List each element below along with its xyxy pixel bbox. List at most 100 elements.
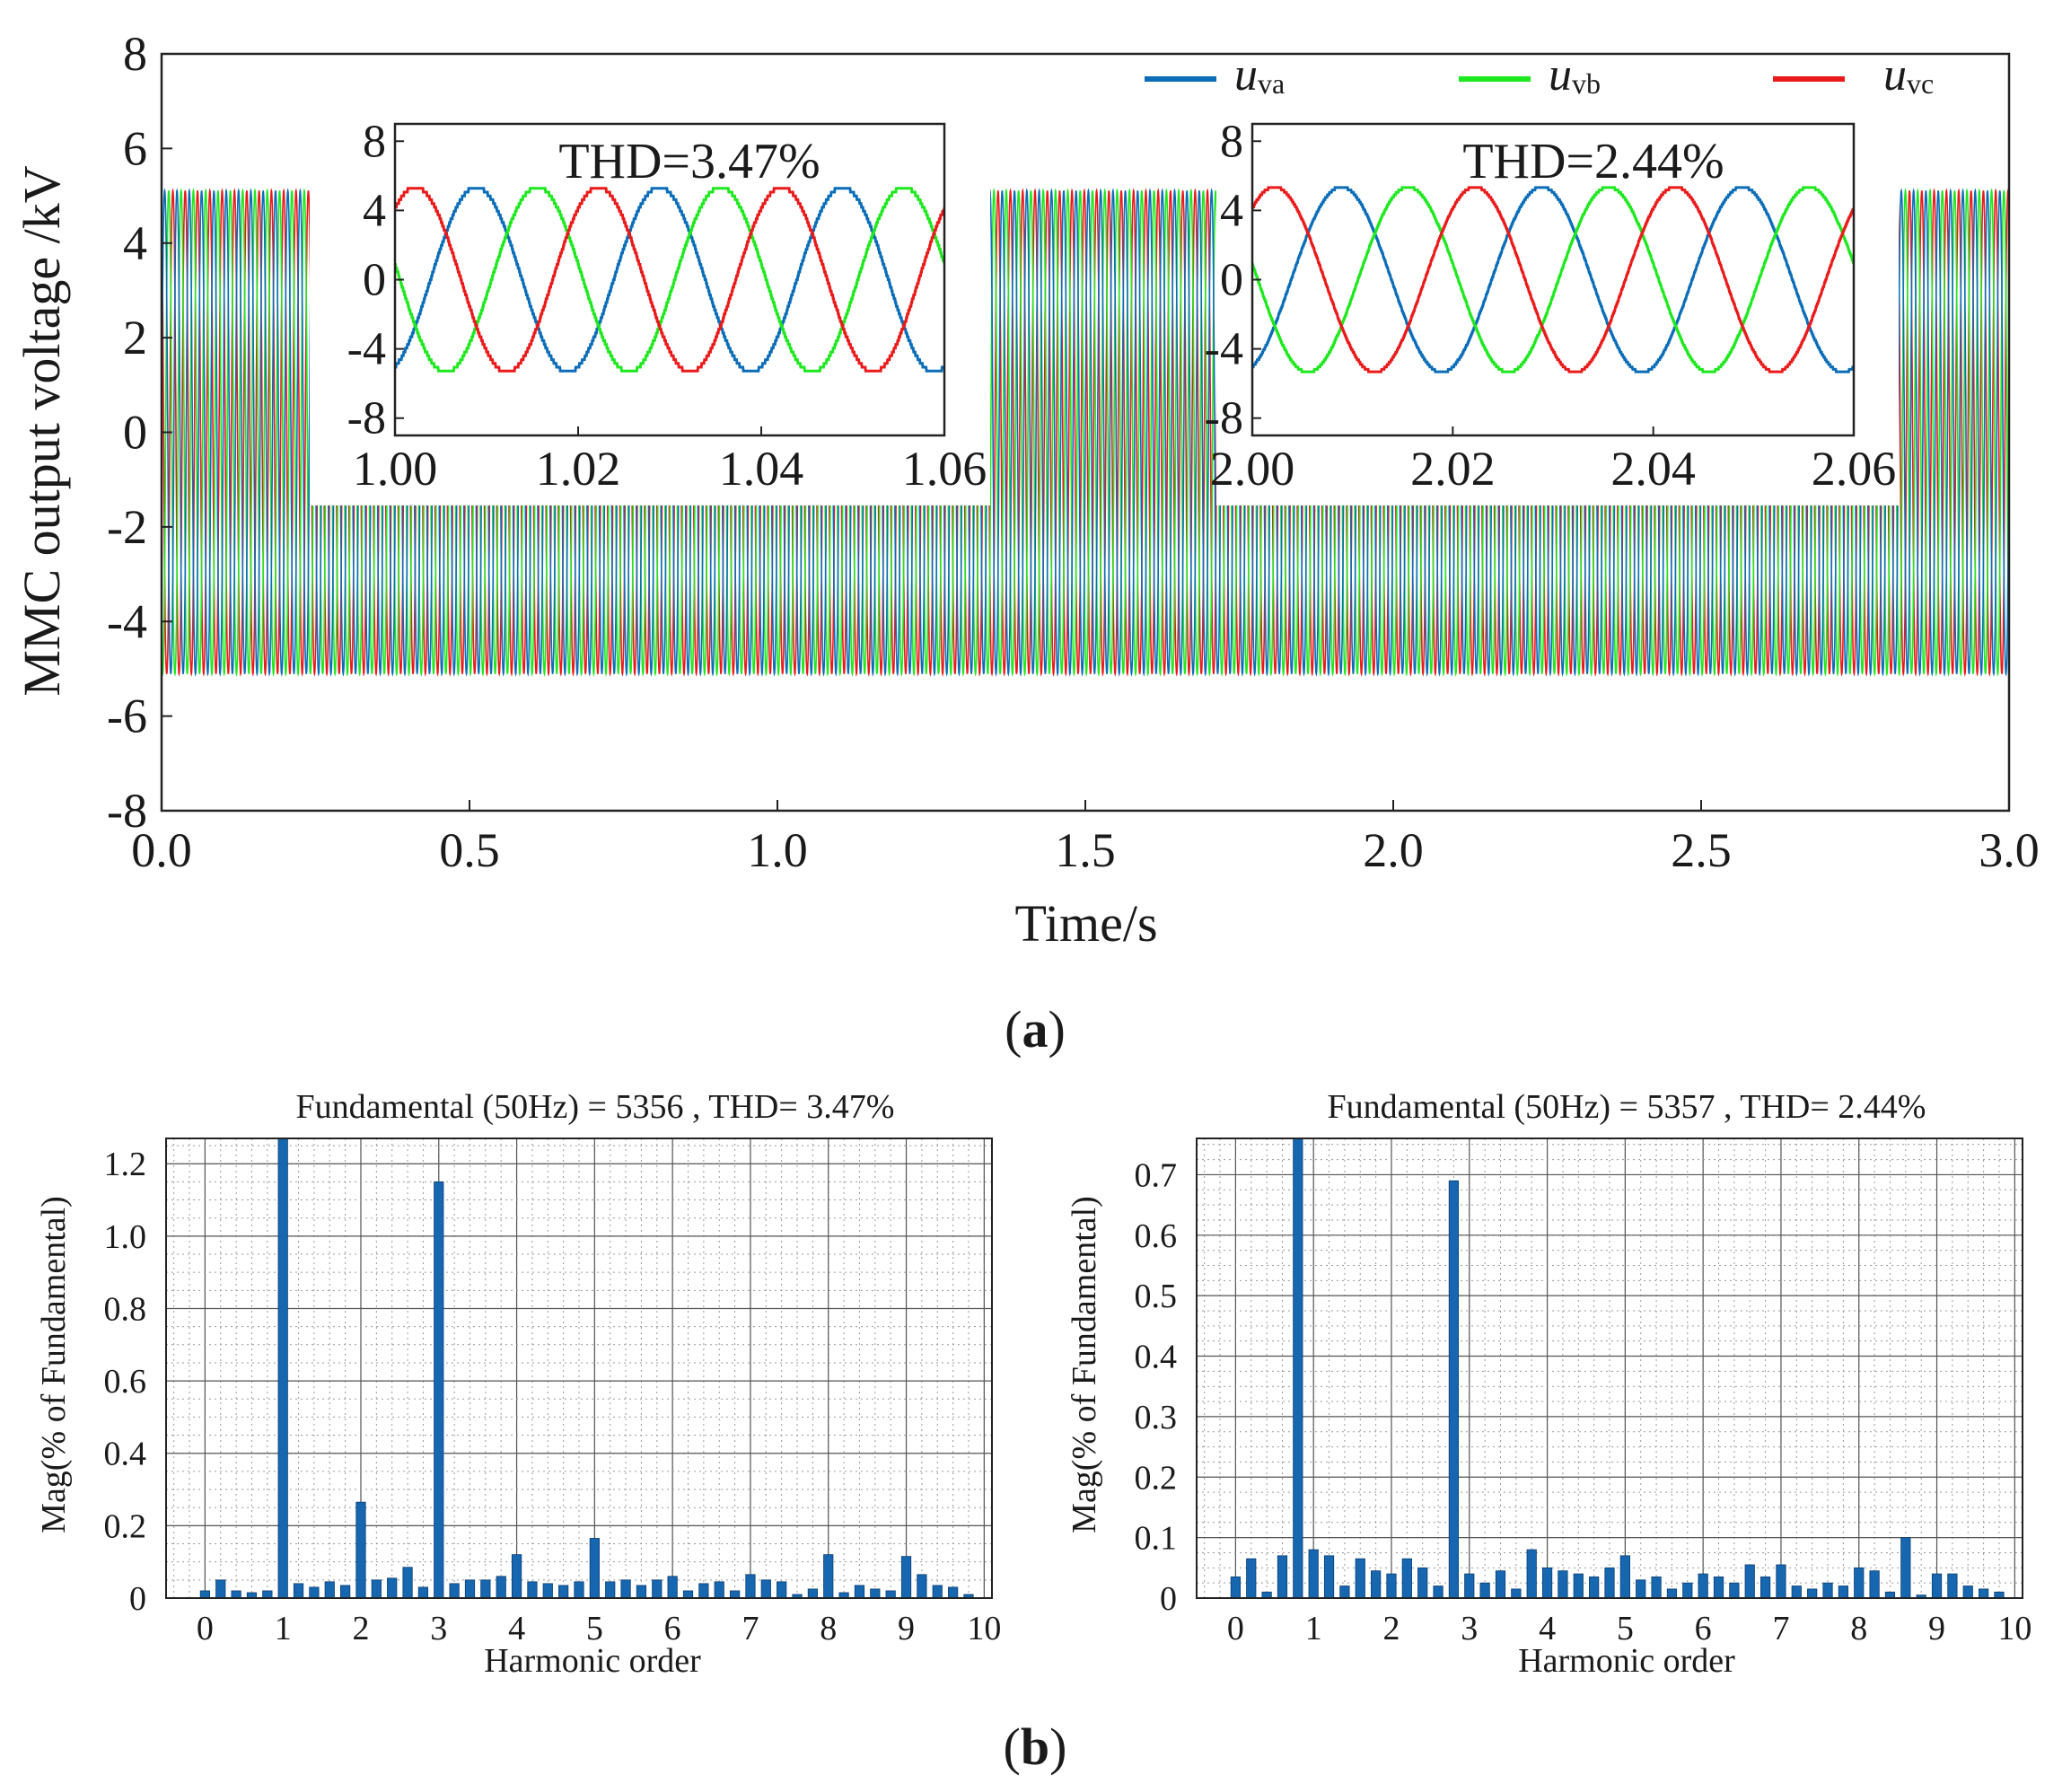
spectrum-bar <box>1900 1537 1911 1599</box>
spectrum-bar <box>932 1585 943 1599</box>
main-y-tick-label: 0 <box>123 406 147 460</box>
spectrum-x-tick-label: 3 <box>430 1610 447 1647</box>
inset-y-tick-label: 4 <box>363 185 386 236</box>
panel-b-label: (b) <box>1004 1717 1067 1776</box>
spectrum-x-tick-label: 4 <box>1539 1610 1556 1647</box>
spectrum-bar <box>605 1581 616 1599</box>
spectrum-chart-2: Fundamental (50Hz) = 5357 , THD= 2.44% 0… <box>1066 1088 2032 1680</box>
spectrum-1-grid <box>166 1138 992 1599</box>
spectrum-bar <box>1573 1573 1584 1599</box>
spectrum-bar <box>682 1590 694 1599</box>
spectrum-bar <box>1541 1567 1553 1599</box>
spectrum-y-tick-label: 0 <box>1160 1580 1177 1618</box>
spectrum-y-tick-label: 0.8 <box>104 1290 147 1328</box>
spectrum-bar <box>667 1576 678 1599</box>
spectrum-bar <box>1323 1555 1335 1599</box>
spectrum-y-tick-label: 0.4 <box>1135 1339 1178 1376</box>
main-x-tick-label: 2.5 <box>1671 823 1732 877</box>
spectrum-x-tick-label: 1 <box>1305 1610 1322 1647</box>
spectrum-1-x-axis-label: Harmonic order <box>484 1642 701 1680</box>
spectrum-x-tick-label: 9 <box>1928 1610 1945 1647</box>
spectrum-y-tick-label: 0.4 <box>104 1436 147 1473</box>
spectrum-x-tick-label: 7 <box>742 1610 759 1647</box>
spectrum-2-bars <box>1230 1138 2005 1599</box>
spectrum-x-tick-label: 7 <box>1772 1610 1789 1647</box>
spectrum-y-tick-label: 0 <box>129 1580 146 1618</box>
inset-2-waveforms <box>1252 186 1854 373</box>
spectrum-y-tick-label: 0.2 <box>104 1507 147 1545</box>
spectrum-bar <box>1854 1567 1865 1599</box>
main-x-tick-label: 3.0 <box>1979 823 2040 877</box>
spectrum-bar <box>1433 1586 1444 1599</box>
main-y-tick-label: -4 <box>107 594 147 648</box>
spectrum-bar <box>1495 1570 1506 1599</box>
inset-y-tick-label: -4 <box>1205 324 1243 375</box>
spectrum-bar <box>1791 1586 1802 1599</box>
spectrum-bar <box>1869 1570 1880 1599</box>
legend-label-uvc: uvc <box>1883 49 1934 101</box>
spectrum-2-axes: 0 1 2 3 4 5 6 7 8 9 10 0 0.1 0.2 0.3 0.4 0.5 0.6 0.7 <box>1135 1156 2032 1647</box>
spectrum-y-tick-label: 0.1 <box>1135 1520 1178 1558</box>
spectrum-bar <box>1558 1570 1568 1599</box>
spectrum-bar <box>527 1581 538 1599</box>
inset-x-tick-label: 2.04 <box>1610 442 1696 496</box>
spectrum-bar <box>480 1579 491 1599</box>
spectrum-bar <box>231 1590 241 1599</box>
spectrum-y-tick-label: 0.2 <box>1135 1459 1178 1497</box>
spectrum-chart-1: Fundamental (50Hz) = 5356 , THD= 3.47% 0… <box>35 1088 1001 1680</box>
main-x-tick-label: 2.0 <box>1363 823 1424 877</box>
spectrum-bar <box>652 1579 663 1599</box>
spectrum-bar <box>1713 1577 1724 1599</box>
harmonic-spectrum-panel: Fundamental (50Hz) = 5356 , THD= 3.47% 0… <box>35 1088 2032 1776</box>
spectrum-2-x-axis-label: Harmonic order <box>1518 1642 1735 1680</box>
spectrum-y-tick-label: 0.7 <box>1135 1156 1178 1194</box>
voltage-chart-panel: 0.0 0.5 1.0 1.5 2.0 2.5 3.0 -8 -6 -4 -2 0 2 4 6 8 MMC o… <box>13 27 2040 1059</box>
inset-y-tick-label: 0 <box>363 255 386 306</box>
inset-1-waveforms <box>395 187 944 373</box>
spectrum-1-axes: 0 1 2 3 4 5 6 7 8 9 10 0 0.2 0.4 0.6 0.8 1.0 1.2 <box>104 1146 1002 1647</box>
voltage-series-uvb <box>162 188 2009 677</box>
spectrum-bar <box>1729 1582 1740 1599</box>
spectrum-x-tick-label: 8 <box>820 1610 837 1647</box>
spectrum-bar <box>777 1581 787 1599</box>
spectrum-x-tick-label: 10 <box>1997 1610 2032 1647</box>
spectrum-x-tick-label: 5 <box>586 1610 603 1647</box>
spectrum-bar <box>714 1581 724 1599</box>
spectrum-bar <box>1464 1573 1475 1599</box>
spectrum-y-tick-label: 0.5 <box>1135 1278 1178 1315</box>
spectrum-bar <box>745 1574 756 1599</box>
spectrum-bar <box>340 1585 351 1599</box>
spectrum-bar <box>1636 1579 1646 1599</box>
spectrum-bar <box>823 1554 834 1599</box>
inset-y-tick-label: 8 <box>1220 116 1243 167</box>
inset-chart-1: 1.00 1.02 1.04 1.06 -8 -4 0 4 8 THD=3.47% <box>310 106 990 505</box>
main-y-tick-label: -6 <box>107 690 147 743</box>
spectrum-bar <box>729 1590 741 1599</box>
spectrum-y-tick-label: 0.3 <box>1135 1399 1178 1436</box>
inset-1-thd-annotation: THD=3.47% <box>558 134 820 189</box>
inset-x-tick-label: 2.02 <box>1410 442 1496 496</box>
inset-series-uva <box>395 187 944 373</box>
spectrum-bar <box>371 1579 382 1599</box>
spectrum-bar <box>698 1583 709 1599</box>
spectrum-bar <box>1962 1586 1973 1599</box>
spectrum-bar <box>885 1590 896 1599</box>
legend-label-uvb: uvb <box>1549 49 1601 101</box>
spectrum-bar <box>1666 1588 1678 1599</box>
spectrum-bar <box>496 1576 506 1599</box>
spectrum-bar <box>1604 1567 1615 1599</box>
spectrum-bar <box>1698 1573 1708 1599</box>
spectrum-y-tick-label: 1.0 <box>104 1218 147 1256</box>
spectrum-bar <box>355 1501 366 1599</box>
spectrum-x-tick-label: 6 <box>664 1610 681 1647</box>
main-y-tick-label: 8 <box>123 27 147 81</box>
spectrum-bar <box>870 1588 881 1599</box>
spectrum-bar <box>574 1581 584 1599</box>
spectrum-bar <box>387 1577 398 1599</box>
inset-series-uvc <box>395 187 944 373</box>
spectrum-bar <box>589 1538 600 1599</box>
main-y-tick-label: 6 <box>123 121 147 175</box>
spectrum-bar <box>1682 1582 1693 1599</box>
inset-2-thd-annotation: THD=2.44% <box>1462 134 1724 189</box>
